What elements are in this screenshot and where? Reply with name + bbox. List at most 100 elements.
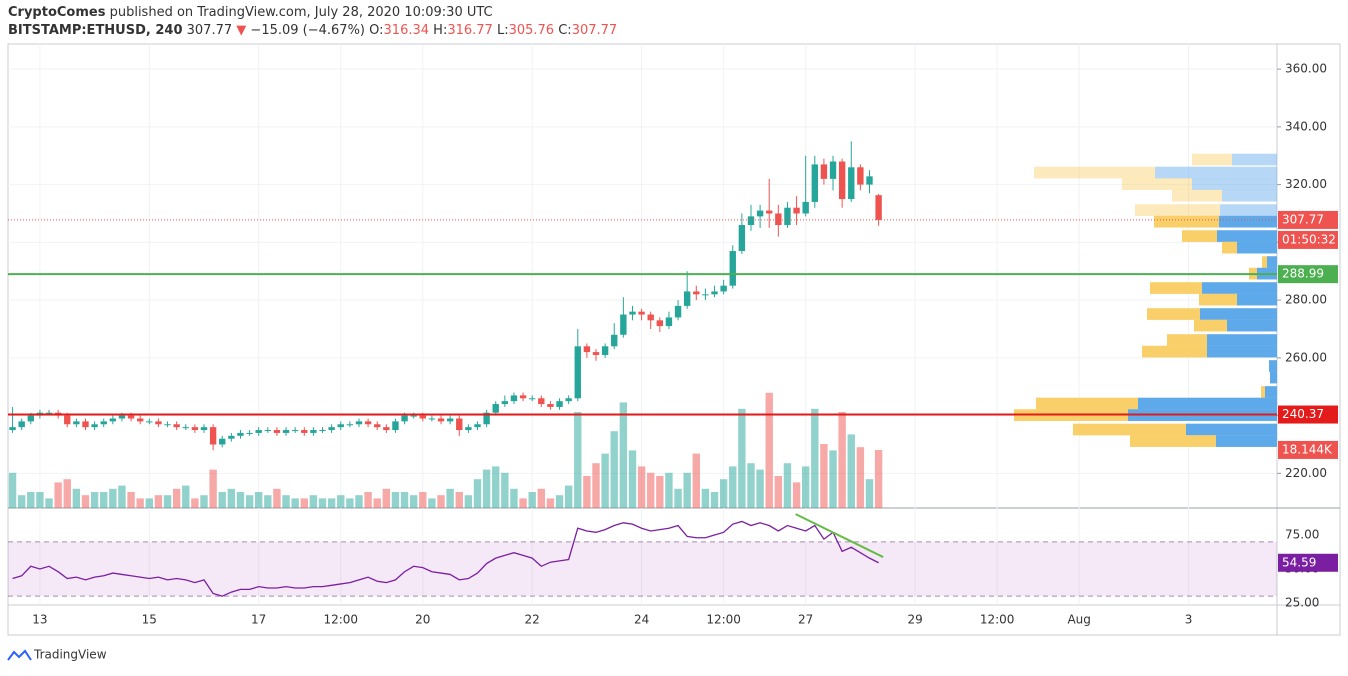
candle-body [501,401,509,405]
candle-body [319,430,326,432]
candle-body [355,421,363,425]
candle-body [857,167,864,185]
volume-bar [300,498,308,508]
volume-bar [200,495,208,508]
volume-bar [409,495,418,508]
volume-bar [583,476,591,508]
volume-bar [519,498,527,508]
volume-bar [437,495,445,508]
volume-bar [8,472,17,508]
candle-body [620,314,627,335]
volume-bar [382,488,391,508]
candle-body [583,346,591,353]
profile-down [1261,386,1265,398]
candle-body [228,435,235,439]
x-tick-label: Aug [1067,613,1090,627]
logo [7,649,32,661]
volume-bar [63,479,71,508]
profile-up [1267,256,1277,268]
volume-bar [756,469,764,508]
candle-body [693,291,700,295]
candle-body [483,412,490,425]
candle-body [784,207,791,226]
rsi-tick-label: 75.00 [1285,528,1319,542]
candle-body [118,415,126,419]
profile-up [1216,435,1277,447]
price-tag: 307.77 [1282,212,1324,226]
profile-up [1207,334,1277,346]
frame [7,43,1341,636]
profile-down [1073,423,1186,436]
volume-bar [473,479,482,508]
volume-bar [847,434,855,508]
profile-down [1192,153,1232,166]
y-tick-label: 220.00 [1285,466,1327,480]
volume-bar [729,466,737,508]
volume-bar [628,450,637,508]
candle-body [18,421,25,428]
volume-bar [346,498,354,508]
x-tick-label: 12:00 [980,613,1015,627]
candle-body [392,421,399,431]
value: 307.77 [572,23,618,38]
candle-body [611,334,618,347]
candle-body [410,415,417,417]
candle-body [838,161,846,200]
rsi-tag-bg [1278,553,1338,572]
volume-bar [27,492,35,508]
candle-body [100,421,107,425]
brand[interactable]: TradingView [33,648,107,662]
candle-body [702,294,709,296]
candle-body [91,424,98,428]
candle-body [601,346,609,355]
profile-down [1147,308,1200,320]
volume-bar [291,498,299,508]
candle-body [346,424,354,426]
volume-bar [218,492,226,508]
profile-down [1262,256,1267,268]
candle-body [109,418,117,422]
candle-body [136,418,144,422]
change: −15.09 (−4.67%) [250,23,365,38]
countdown: 01:50:32 [1282,232,1336,246]
volume-bar [81,495,90,508]
candle-body [301,430,308,433]
volume-bar [692,453,700,508]
candle-body [73,421,80,425]
candle-body [282,430,290,433]
candle-body [766,210,773,214]
volume-bar [874,449,883,508]
profile-down [1130,435,1216,447]
volume-bar [318,498,327,508]
volume-bar [811,408,819,508]
candle-body [529,398,536,400]
profile-down [1154,215,1219,228]
profile-down [1182,230,1217,242]
rsi-band [8,541,1277,597]
volume-bar [492,466,500,508]
x-tick-label: 13 [32,613,47,627]
volume-bar [546,498,555,508]
profile-up [1227,319,1277,332]
volume-bar [264,495,272,508]
y-tick-label: 360.00 [1285,62,1327,76]
volume-tag: 18.144K [1282,442,1333,456]
value: 316.77 [447,23,493,38]
candle-body [866,176,873,185]
value: 316.34 [384,23,430,38]
volume-bar [719,479,728,508]
volume-bar [100,492,108,508]
candle-body [310,430,317,433]
candle-body [556,401,563,407]
candle-body [674,305,682,318]
volume-bar [637,466,646,508]
volume-bar [154,495,163,508]
volume-bar [446,488,454,508]
x-tick-label: 24 [634,613,649,627]
header-line: CryptoComes published on TradingView.com… [8,5,493,20]
volume-bar [482,469,491,508]
candle-body [291,430,299,432]
rsi-line [12,520,879,597]
candle-body [492,404,499,413]
